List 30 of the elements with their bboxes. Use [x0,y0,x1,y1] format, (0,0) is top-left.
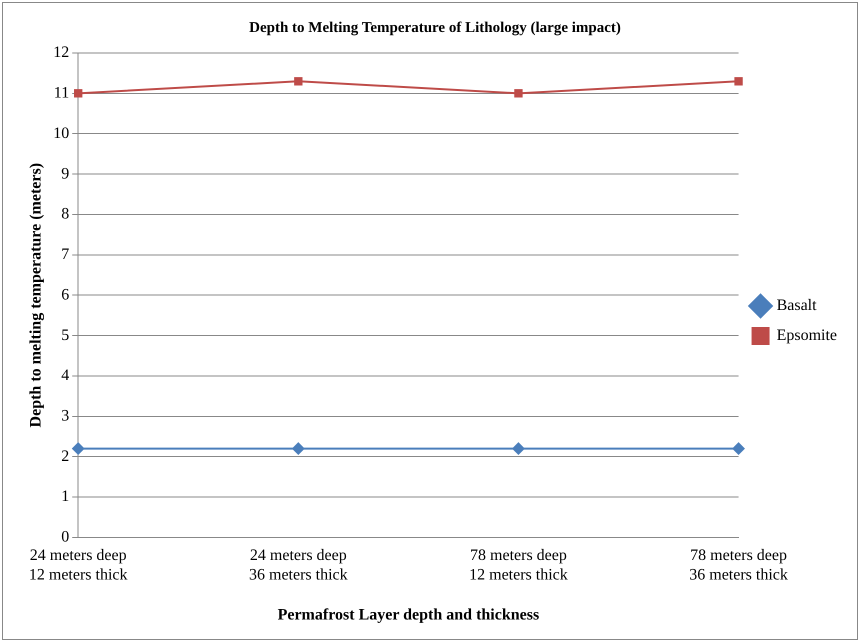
point [72,442,84,455]
legend-label: Epsomite [776,327,837,344]
point [512,442,524,455]
x-tick-label: 78 meters deep 12 meters thick [469,547,568,584]
y-tick-label: 11 [54,84,70,102]
y-axis-title: Depth to melting temperature (meters) [28,162,45,428]
point [74,89,82,98]
chart-title: Depth to Melting Temperature of Lithology (large impact) [249,20,621,36]
y-tick-label: 12 [53,44,70,62]
point [292,442,304,455]
x-tick-label: 78 meters deep 36 meters thick [689,547,788,584]
y-tick-label: 8 [61,206,70,223]
y-tick-label: 2 [61,448,70,465]
point [294,77,303,86]
x-axis-title: Permafrost Layer depth and thickness [278,606,540,624]
y-tick-label: 10 [53,124,70,142]
y-tick-label: 3 [61,408,70,425]
point [734,77,743,86]
legend-label: Basalt [776,297,818,314]
y-tick-label: 0 [61,528,70,546]
y-tick-label: 6 [61,286,70,304]
y-tick-label: 1 [61,488,70,506]
point [732,442,745,455]
y-tick-label: 5 [61,326,70,344]
y-tick-label: 4 [61,367,70,384]
x-tick-label: 24 meters deep 12 meters thick [28,547,128,584]
point [514,89,523,98]
y-tick-label: 9 [61,165,70,182]
y-tick-label: 7 [61,246,70,264]
x-tick-label: 24 meters deep 36 meters thick [249,547,348,584]
